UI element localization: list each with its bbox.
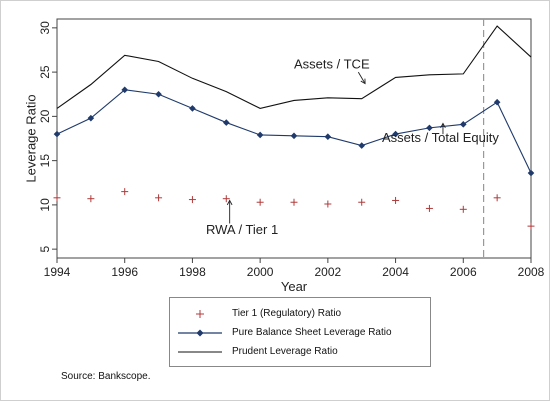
series-point-plus [53,194,61,202]
series-point-diamond [222,119,230,126]
series-point-diamond [324,133,332,141]
series-point-plus [358,198,366,206]
series-point-plus [493,194,501,202]
annotation-layer: Assets / TCE Assets / Total Equity RWA / T… [206,57,499,238]
legend-item-tier1: Tier 1 (Regulatory) Ratio [170,304,430,324]
legend-label-tier1: Tier 1 (Regulatory) Ratio [232,308,342,319]
y-tick-label: 5 [38,245,52,252]
series-point-diamond [87,114,95,122]
source-note: Source: Bankscope. [61,371,151,382]
series-point-plus [155,194,163,202]
series-point-plus [188,196,196,204]
y-axis: 5 10 15 20 25 30 [38,21,57,252]
x-axis-title: Year [281,279,308,294]
annotation-label-0: Assets / TCE [294,57,370,72]
series-point-diamond [426,124,433,132]
series-point-plus [290,198,298,206]
series-point-diamond [392,130,399,138]
series-point-diamond [459,121,467,128]
x-tick-label: 2006 [450,265,477,279]
legend-symbol-line-diamond [178,329,222,337]
annotation-arrow-0 [357,71,366,84]
y-tick-label: 30 [38,21,52,35]
y-tick-label: 10 [38,198,52,212]
series-point-plus [256,198,264,206]
x-tick-label: 1998 [179,265,206,279]
y-tick-label: 20 [38,109,52,123]
series-point-plus [87,195,95,203]
x-tick-label: 2008 [518,265,545,279]
series-point-plus [459,205,467,213]
x-tick-label: 2002 [315,265,342,279]
legend-label-balance-sheet: Pure Balance Sheet Leverage Ratio [232,327,392,338]
series-point-plus [222,195,230,203]
series-point-diamond [527,169,535,177]
legend-item-prudent: Prudent Leverage Ratio [170,342,430,362]
series-point-diamond [290,132,298,140]
series-point-diamond [493,98,501,106]
plot-area [56,18,532,259]
legend: Tier 1 (Regulatory) Ratio Pure Balance S… [169,297,431,367]
x-tick-label: 1994 [44,265,71,279]
series-point-plus [527,222,535,230]
annotation-arrowhead-2 [226,199,233,206]
annotation-label-2: RWA / Tier 1 [206,222,278,237]
y-tick-label: 15 [38,154,52,168]
legend-symbol-line [178,351,222,353]
series-point-diamond [155,90,162,98]
series-layer [53,25,535,230]
annotation-arrowhead-1 [440,122,446,129]
series-line-2 [56,25,532,109]
annotation-label-1: Assets / Total Equity [382,130,499,145]
x-tick-label: 2000 [247,265,274,279]
x-tick-label: 1996 [111,265,138,279]
x-axis: 1994 1996 1998 2000 2002 2004 2006 2008 [44,258,545,279]
leverage-chart: 5 10 15 20 25 30 1994 1996 1998 2000 2002 2004 2006… [24,18,545,294]
series-point-diamond [358,142,366,149]
series-point-plus [425,204,433,212]
legend-symbol-plus [196,310,204,318]
y-axis-title: Leverage Ratio [24,94,39,182]
y-tick-label: 25 [38,65,52,79]
series-point-diamond [256,131,264,139]
annotation-arrowhead-0 [360,78,366,85]
series-point-plus [121,188,129,196]
legend-item-balance-sheet: Pure Balance Sheet Leverage Ratio [170,323,430,343]
x-tick-label: 2004 [382,265,409,279]
series-point-diamond [53,130,61,138]
series-point-diamond [189,105,196,112]
series-point-plus [392,196,400,204]
legend-label-prudent: Prudent Leverage Ratio [232,346,338,357]
series-point-diamond [121,86,129,94]
series-point-plus [324,200,332,208]
